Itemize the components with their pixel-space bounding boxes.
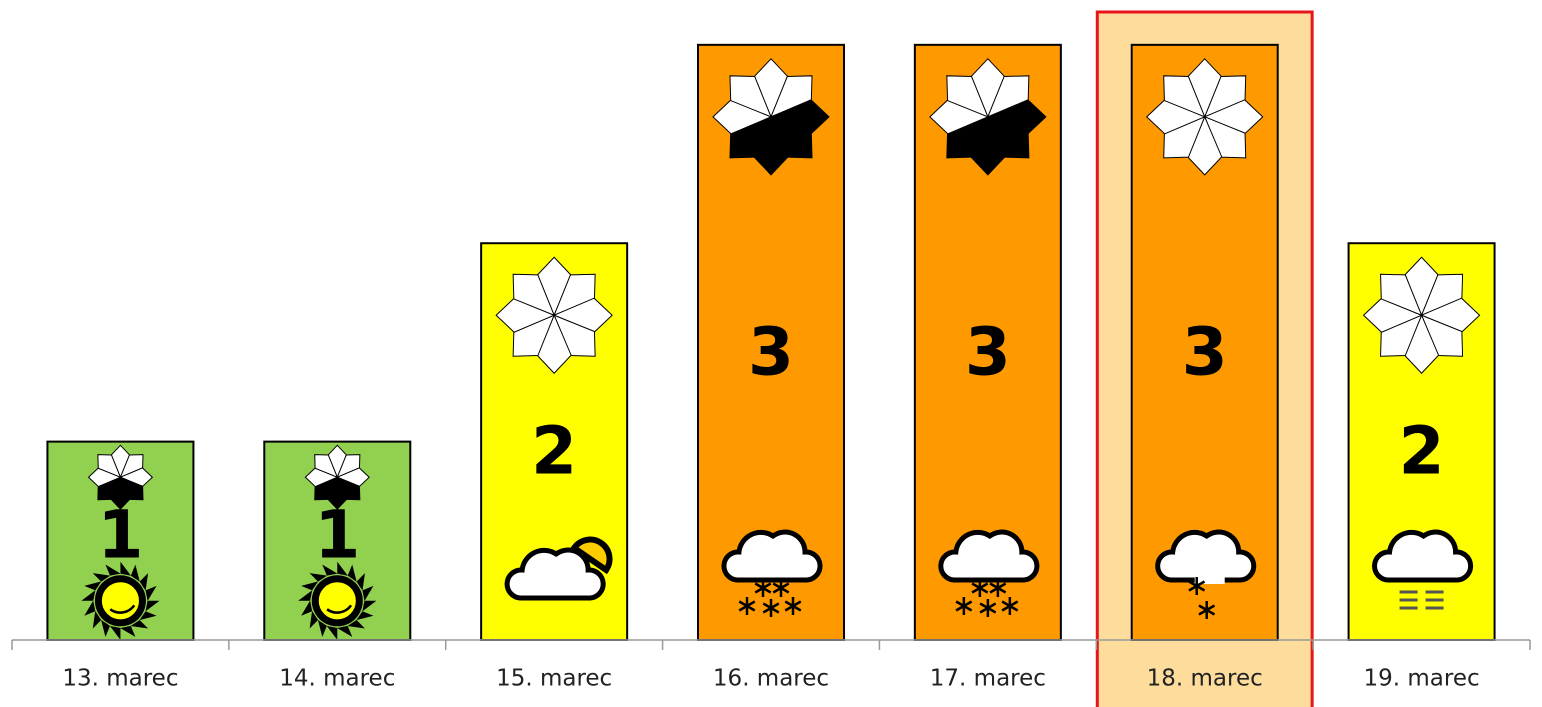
sun-ray (309, 611, 319, 629)
danger-level: 3 (1182, 313, 1228, 390)
danger-level: 2 (531, 413, 577, 490)
snowflake (979, 602, 997, 614)
sun-ray (337, 561, 348, 576)
snowflake (1188, 580, 1206, 592)
sun-ray (81, 590, 96, 601)
sun-ray (317, 619, 327, 637)
aspect-petal (1380, 273, 1423, 317)
aspect-petal (512, 273, 556, 317)
sun-ray (301, 581, 319, 591)
sun-ray (298, 590, 313, 601)
bar-group: 2 (480, 242, 629, 641)
x-tick-label: 15. marec (496, 666, 612, 692)
cloud (938, 529, 1040, 583)
danger-level: 2 (1399, 413, 1445, 490)
sun-ray (145, 600, 160, 612)
sun-ray (92, 573, 111, 582)
sun-ray (139, 573, 149, 591)
bar-group: 3 (697, 43, 845, 642)
sun-core (316, 580, 358, 622)
bar-group: 1 (46, 440, 195, 642)
x-tick-label: 16. marec (713, 666, 829, 692)
sun-ray (101, 619, 111, 637)
sun-ray (84, 600, 96, 616)
snowflake (738, 600, 756, 612)
sun-ray (356, 573, 365, 591)
snowflake (971, 582, 989, 594)
sun-ray (356, 611, 374, 621)
cloud-gap (1194, 572, 1225, 584)
danger-level: 1 (97, 496, 143, 573)
bar-group: 2 (1347, 242, 1496, 641)
danger-level: 1 (314, 496, 360, 573)
cloud (1372, 529, 1474, 583)
cloud (1155, 529, 1257, 583)
aspect-petal (729, 75, 772, 118)
sun-core (99, 580, 141, 622)
sun-ray (362, 585, 374, 601)
aspect-petal (314, 454, 339, 479)
sun-part (569, 536, 613, 575)
cloud (721, 529, 823, 583)
sun-ray (130, 564, 140, 582)
sun-ray (84, 581, 102, 591)
x-tick-label: 14. marec (279, 666, 395, 692)
snowflake (989, 582, 1007, 594)
sun-ray (105, 564, 121, 576)
sun-ray (347, 564, 357, 582)
sun-shine (109, 604, 136, 614)
sun-ray (130, 620, 149, 629)
sun-shine (326, 604, 353, 614)
x-tick-label: 19. marec (1364, 666, 1480, 692)
sun-ray (362, 600, 377, 612)
sun-ray (301, 600, 313, 616)
sun-ray (322, 564, 338, 576)
sun-ray (120, 625, 136, 637)
sun-ray (309, 573, 328, 582)
bar-group: 3 (1130, 43, 1279, 642)
sun-ray (145, 585, 157, 601)
sun-ray (120, 561, 132, 576)
sun-ray (326, 625, 338, 640)
snowflake (762, 602, 780, 614)
cloud (504, 547, 606, 601)
sun-ray (92, 611, 102, 629)
aspect-petal (97, 454, 122, 479)
bar-group: 1 (263, 440, 412, 642)
snowflake (784, 600, 802, 612)
sun-ray (139, 611, 157, 621)
danger-level: 3 (748, 313, 794, 390)
snowflake (955, 600, 973, 612)
x-tick-label: 13. marec (62, 666, 178, 692)
sun-ray (337, 625, 353, 637)
bar-group: 3 (913, 43, 1062, 642)
snowflake (1001, 600, 1019, 612)
snowflake (754, 582, 772, 594)
danger-level: 3 (965, 313, 1011, 390)
snowflake (1198, 604, 1216, 616)
x-tick-label: 17. marec (930, 666, 1046, 692)
x-tick-label: 18. marec (1147, 666, 1263, 692)
sun-ray (109, 625, 121, 640)
aspect-petal (1163, 75, 1206, 118)
snowflake (772, 582, 790, 594)
sun-ray (347, 620, 365, 629)
aspect-petal (946, 75, 989, 118)
